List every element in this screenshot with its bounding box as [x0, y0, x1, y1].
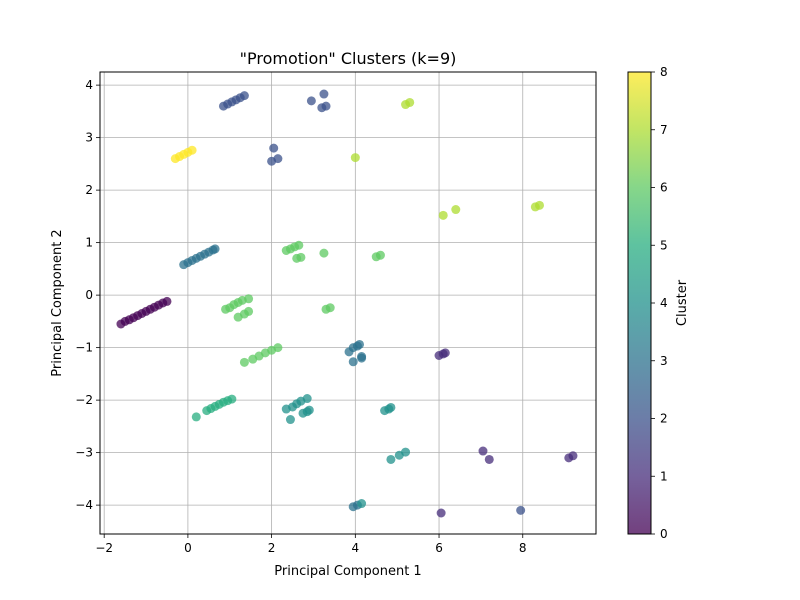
- colorbar-label: Cluster: [675, 279, 690, 326]
- data-point: [269, 143, 279, 153]
- data-point: [273, 343, 283, 353]
- y-tick-label: 2: [85, 183, 93, 197]
- data-point: [357, 499, 367, 509]
- y-axis-label: Principal Component 2: [50, 229, 65, 376]
- x-tick-label: 6: [435, 541, 443, 555]
- colorbar-tick-label: 1: [660, 469, 668, 483]
- data-point: [227, 394, 237, 404]
- y-axis-ticks: −4 −3 −2 −1 0 1 2 3 4: [75, 78, 100, 512]
- data-point: [162, 296, 172, 306]
- data-point: [296, 252, 306, 262]
- data-point: [386, 454, 396, 464]
- data-point: [210, 244, 220, 254]
- data-point: [534, 200, 544, 210]
- y-tick-label: −1: [75, 341, 93, 355]
- colorbar-tick-label: 2: [660, 412, 668, 426]
- x-tick-label: 2: [268, 541, 276, 555]
- data-point: [355, 339, 365, 349]
- data-point: [187, 145, 197, 155]
- data-point: [348, 357, 358, 367]
- data-point: [325, 303, 335, 313]
- y-tick-label: 4: [85, 78, 93, 92]
- y-tick-label: −4: [75, 498, 93, 512]
- data-point: [321, 101, 331, 111]
- data-point: [239, 91, 249, 101]
- data-point: [273, 154, 283, 164]
- data-point: [375, 250, 385, 260]
- colorbar-tick-label: 7: [660, 123, 668, 137]
- data-point: [357, 353, 367, 363]
- colorbar-ticks: 0 1 2 3 4 5 6 7 8: [651, 65, 668, 541]
- grid-lines: [100, 72, 596, 534]
- x-tick-label: −2: [95, 541, 113, 555]
- data-point: [451, 205, 461, 215]
- data-point: [319, 248, 329, 258]
- x-axis-ticks: −2 0 2 4 6 8: [95, 534, 527, 555]
- data-point: [401, 447, 411, 457]
- data-point: [350, 153, 360, 163]
- data-point: [438, 210, 448, 220]
- chart-title: "Promotion" Clusters (k=9): [240, 49, 457, 68]
- data-point: [319, 89, 329, 99]
- data-point: [239, 357, 249, 367]
- plot-frame: [99, 71, 597, 535]
- data-point: [244, 306, 254, 316]
- data-point: [304, 405, 314, 415]
- colorbar-tick-label: 5: [660, 238, 668, 252]
- data-point: [568, 451, 578, 461]
- data-point: [285, 415, 295, 425]
- y-tick-label: 1: [85, 236, 93, 250]
- data-point: [436, 508, 446, 518]
- data-points: [116, 89, 578, 518]
- x-tick-label: 0: [184, 541, 192, 555]
- data-point: [478, 446, 488, 456]
- colorbar-tick-label: 0: [660, 527, 668, 541]
- data-point: [191, 412, 201, 422]
- colorbar-tick-label: 8: [660, 65, 668, 79]
- data-point: [440, 348, 450, 358]
- data-point: [306, 96, 316, 106]
- colorbar: [627, 71, 652, 535]
- y-tick-label: −2: [75, 393, 93, 407]
- data-point: [302, 394, 312, 404]
- x-tick-label: 8: [519, 541, 527, 555]
- y-tick-label: 0: [85, 288, 93, 302]
- colorbar-tick-label: 6: [660, 181, 668, 195]
- y-tick-label: 3: [85, 131, 93, 145]
- data-point: [244, 294, 254, 304]
- data-point: [516, 505, 526, 515]
- data-point: [484, 454, 494, 464]
- x-axis-label: Principal Component 1: [274, 564, 421, 579]
- data-point: [294, 240, 304, 250]
- colorbar-tick-label: 3: [660, 354, 668, 368]
- colorbar-tick-label: 4: [660, 296, 668, 310]
- x-tick-label: 4: [352, 541, 360, 555]
- data-point: [386, 402, 396, 412]
- y-tick-label: −3: [75, 446, 93, 460]
- data-point: [405, 97, 415, 107]
